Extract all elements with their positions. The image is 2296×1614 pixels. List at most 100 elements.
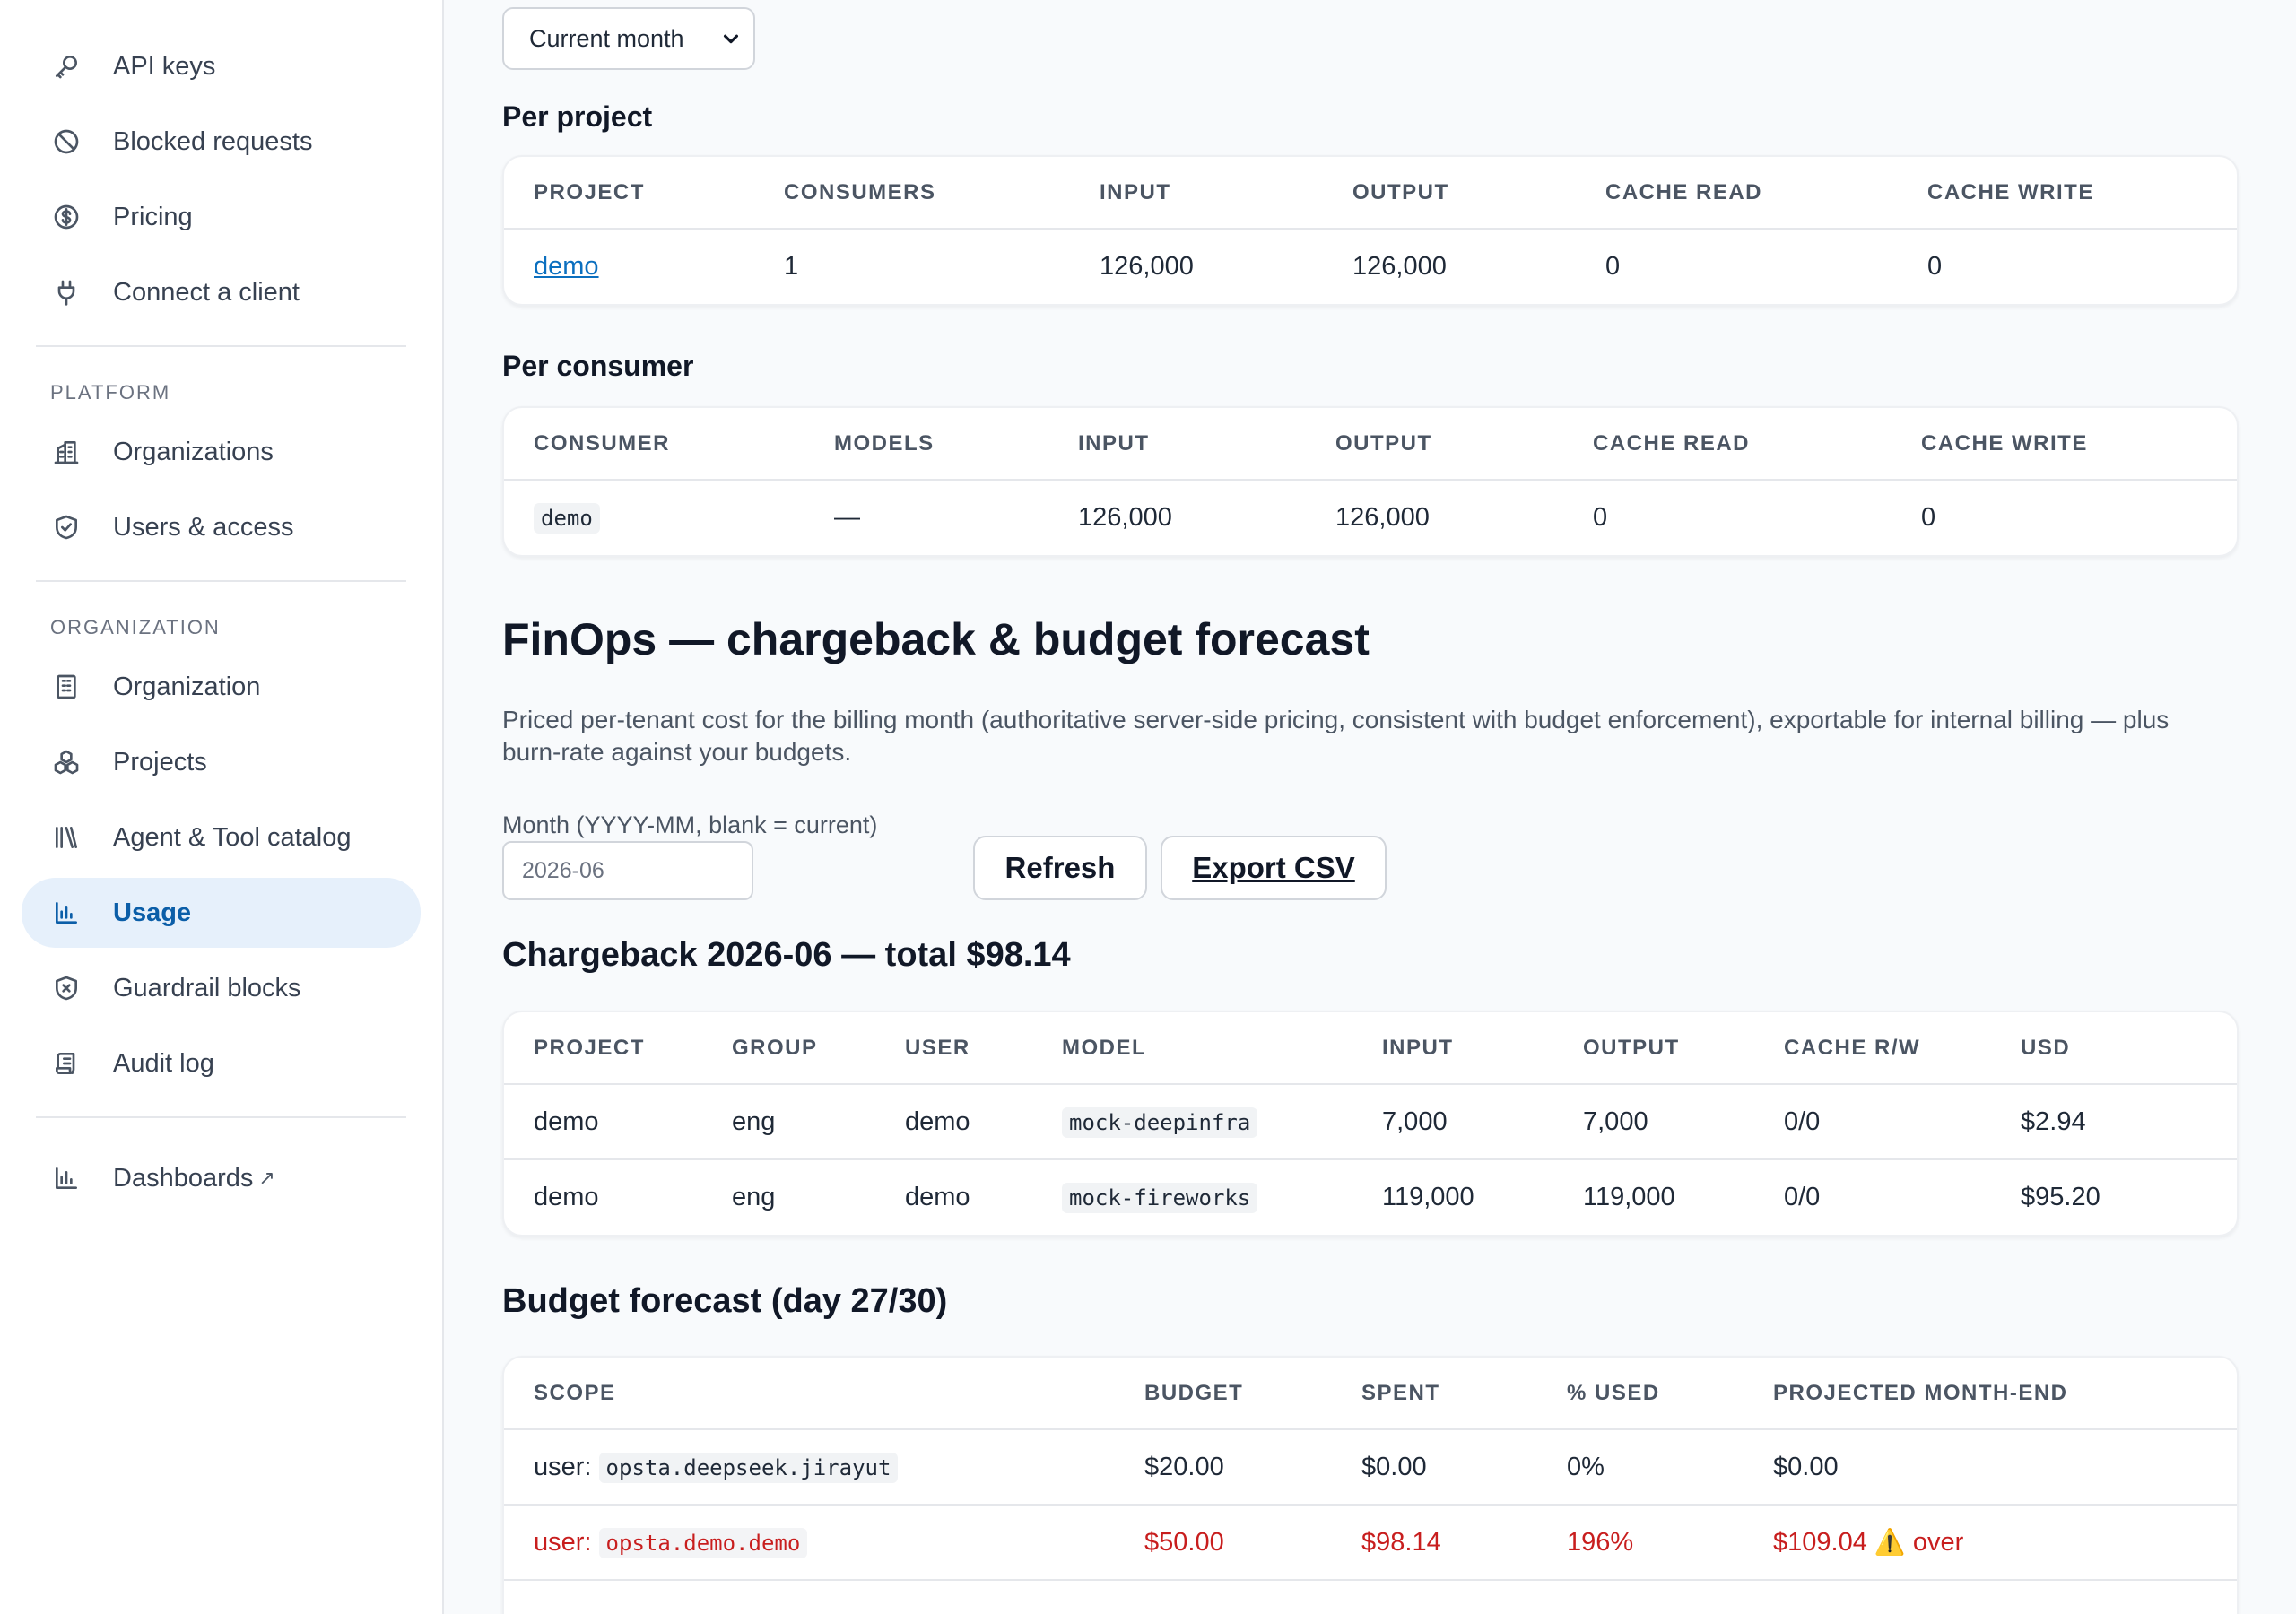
- budget-title: Budget forecast (day 27/30): [502, 1282, 948, 1320]
- over-label: over: [1912, 1528, 1964, 1557]
- sidebar-item-label: Blocked requests: [113, 126, 313, 156]
- sidebar-item-blocked-requests[interactable]: Blocked requests: [22, 107, 421, 177]
- sidebar-divider: [36, 580, 406, 582]
- project-link-demo[interactable]: demo: [534, 252, 599, 281]
- table-cell: 0: [1605, 252, 1621, 281]
- sidebar-item-guardrail-blocks[interactable]: Guardrail blocks: [22, 953, 421, 1023]
- month-input[interactable]: [502, 841, 753, 900]
- section-label-organization: ORGANIZATION: [50, 616, 221, 638]
- column-header: CACHE WRITE: [1892, 408, 2237, 481]
- sidebar-item-label: Connect a client: [113, 277, 300, 307]
- table-cell: $2.94: [1991, 1084, 2237, 1160]
- building-icon: [50, 671, 83, 703]
- per-consumer-title: Per consumer: [502, 350, 694, 382]
- refresh-button[interactable]: Refresh: [973, 836, 1147, 900]
- sidebar-item-label: Guardrail blocks: [113, 973, 301, 1002]
- dollar-icon: [50, 201, 83, 233]
- sidebar-item-api-keys[interactable]: API keys: [22, 31, 421, 101]
- finops-title: FinOps — chargeback & budget forecast: [502, 614, 1370, 664]
- table-cell: 0%: [1537, 1429, 1744, 1506]
- sidebar-item-usage[interactable]: Usage: [22, 878, 421, 948]
- cubes-icon: [50, 746, 83, 778]
- column-header: CACHE READ: [1563, 408, 1892, 481]
- column-header: SPENT: [1332, 1358, 1537, 1430]
- table-cell: 126,000: [1335, 503, 1430, 532]
- table-cell: 119,000: [1583, 1183, 1675, 1211]
- table-header-row: SCOPE BUDGET SPENT % USED PROJECTED MONT…: [504, 1358, 2237, 1430]
- section-label-platform: PLATFORM: [50, 381, 171, 404]
- nav-top-group: API keys Blocked requests Pricing Connec…: [22, 31, 421, 327]
- nav-platform-group: Organizations Users & access: [22, 417, 421, 562]
- table-cell: mock-deepinfra: [1032, 1084, 1352, 1160]
- sidebar-item-organizations[interactable]: Organizations: [22, 417, 421, 487]
- sidebar-item-label: Pricing: [113, 202, 193, 231]
- table-cell: $0.00: [1744, 1429, 2237, 1506]
- column-header: USD: [1991, 1012, 2237, 1085]
- column-header: INPUT: [1070, 157, 1323, 230]
- column-header: PROJECTED MONTH-END: [1744, 1358, 2237, 1430]
- column-header: CACHE R/W: [1754, 1012, 1991, 1085]
- finops-description: Priced per-tenant cost for the billing m…: [502, 706, 2170, 766]
- column-header: CACHE READ: [1576, 157, 1898, 230]
- sidebar-item-organization[interactable]: Organization: [22, 652, 421, 722]
- model-code: mock-fireworks: [1062, 1183, 1258, 1213]
- table-cell: 119,000: [1382, 1183, 1474, 1211]
- per-project-table-card: PROJECT CONSUMERS INPUT OUTPUT CACHE REA…: [502, 155, 2239, 306]
- table-row: user: opsta.deepseek.jirayut $20.00 $0.0…: [504, 1429, 2237, 1506]
- table-cell: 1: [784, 252, 799, 281]
- table-cell: 0: [1921, 503, 1936, 532]
- table-cell: mock-fireworks: [1032, 1159, 1352, 1235]
- scope-prefix: user:: [534, 1452, 592, 1481]
- scroll-icon: [50, 1047, 83, 1080]
- sidebar-item-label: API keys: [113, 51, 216, 81]
- sidebar-divider: [36, 345, 406, 347]
- model-code: mock-deepinfra: [1062, 1106, 1258, 1138]
- table-row: demo 1 126,000 126,000 0 0: [504, 229, 2237, 304]
- bar-chart-icon: [50, 897, 83, 929]
- table-cell: $109.04 ⚠️ over: [1744, 1505, 2237, 1581]
- blocked-icon: [50, 126, 83, 158]
- period-select[interactable]: Current month: [502, 7, 755, 70]
- column-header: OUTPUT: [1306, 408, 1563, 481]
- column-header: SCOPE: [504, 1358, 1115, 1430]
- sidebar-item-pricing[interactable]: Pricing: [22, 182, 421, 252]
- column-header: GROUP: [702, 1012, 875, 1085]
- export-csv-button[interactable]: Export CSV: [1161, 836, 1387, 900]
- column-header: BUDGET: [1115, 1358, 1332, 1430]
- column-header: OUTPUT: [1323, 157, 1576, 230]
- table-row: demo — 126,000 126,000 0 0: [504, 480, 2237, 555]
- sidebar-item-connect-client[interactable]: Connect a client: [22, 257, 421, 327]
- table-header-row: PROJECT CONSUMERS INPUT OUTPUT CACHE REA…: [504, 157, 2237, 230]
- column-header: PROJECT: [504, 1012, 702, 1085]
- chargeback-title: Chargeback 2026-06 — total $98.14: [502, 936, 1071, 974]
- budget-table: SCOPE BUDGET SPENT % USED PROJECTED MONT…: [504, 1358, 2237, 1614]
- sidebar: API keys Blocked requests Pricing Connec…: [0, 0, 444, 1614]
- sidebar-item-label: Organization: [113, 672, 261, 701]
- per-project-table: PROJECT CONSUMERS INPUT OUTPUT CACHE REA…: [504, 157, 2237, 304]
- chevron-down-icon: [723, 34, 739, 44]
- column-header: INPUT: [1048, 408, 1306, 481]
- column-header: MODELS: [804, 408, 1048, 481]
- sidebar-item-projects[interactable]: Projects: [22, 727, 421, 797]
- column-header: CACHE WRITE: [1898, 157, 2237, 230]
- plug-icon: [50, 276, 83, 308]
- sidebar-item-dashboards[interactable]: Dashboards ↗: [22, 1143, 421, 1213]
- table-cell: demo: [504, 1084, 702, 1160]
- sidebar-item-audit-log[interactable]: Audit log: [22, 1028, 421, 1098]
- nav-dashboards-group: Dashboards ↗: [22, 1143, 421, 1213]
- column-header: PROJECT: [504, 157, 754, 230]
- table-cell: $50.00: [1115, 1505, 1332, 1581]
- sidebar-item-label: Dashboards: [113, 1163, 254, 1193]
- scope-code: opsta.deepseek.jirayut: [598, 1452, 899, 1483]
- column-header: % USED: [1537, 1358, 1744, 1430]
- table-cell: demo: [534, 1183, 599, 1211]
- table-cell: $20.00: [1115, 1429, 1332, 1506]
- sidebar-item-label: Audit log: [113, 1048, 214, 1078]
- sidebar-item-users-access[interactable]: Users & access: [22, 492, 421, 562]
- per-consumer-table: CONSUMER MODELS INPUT OUTPUT CACHE READ …: [504, 408, 2237, 555]
- consumer-code: demo: [534, 503, 600, 534]
- sidebar-item-label: Agent & Tool catalog: [113, 822, 352, 852]
- table-cell: $0.00: [1332, 1429, 1537, 1506]
- sidebar-item-agent-tool-catalog[interactable]: Agent & Tool catalog: [22, 803, 421, 872]
- table-row: demo eng demo mock-deepinfra 7,000 7,000…: [504, 1084, 2237, 1160]
